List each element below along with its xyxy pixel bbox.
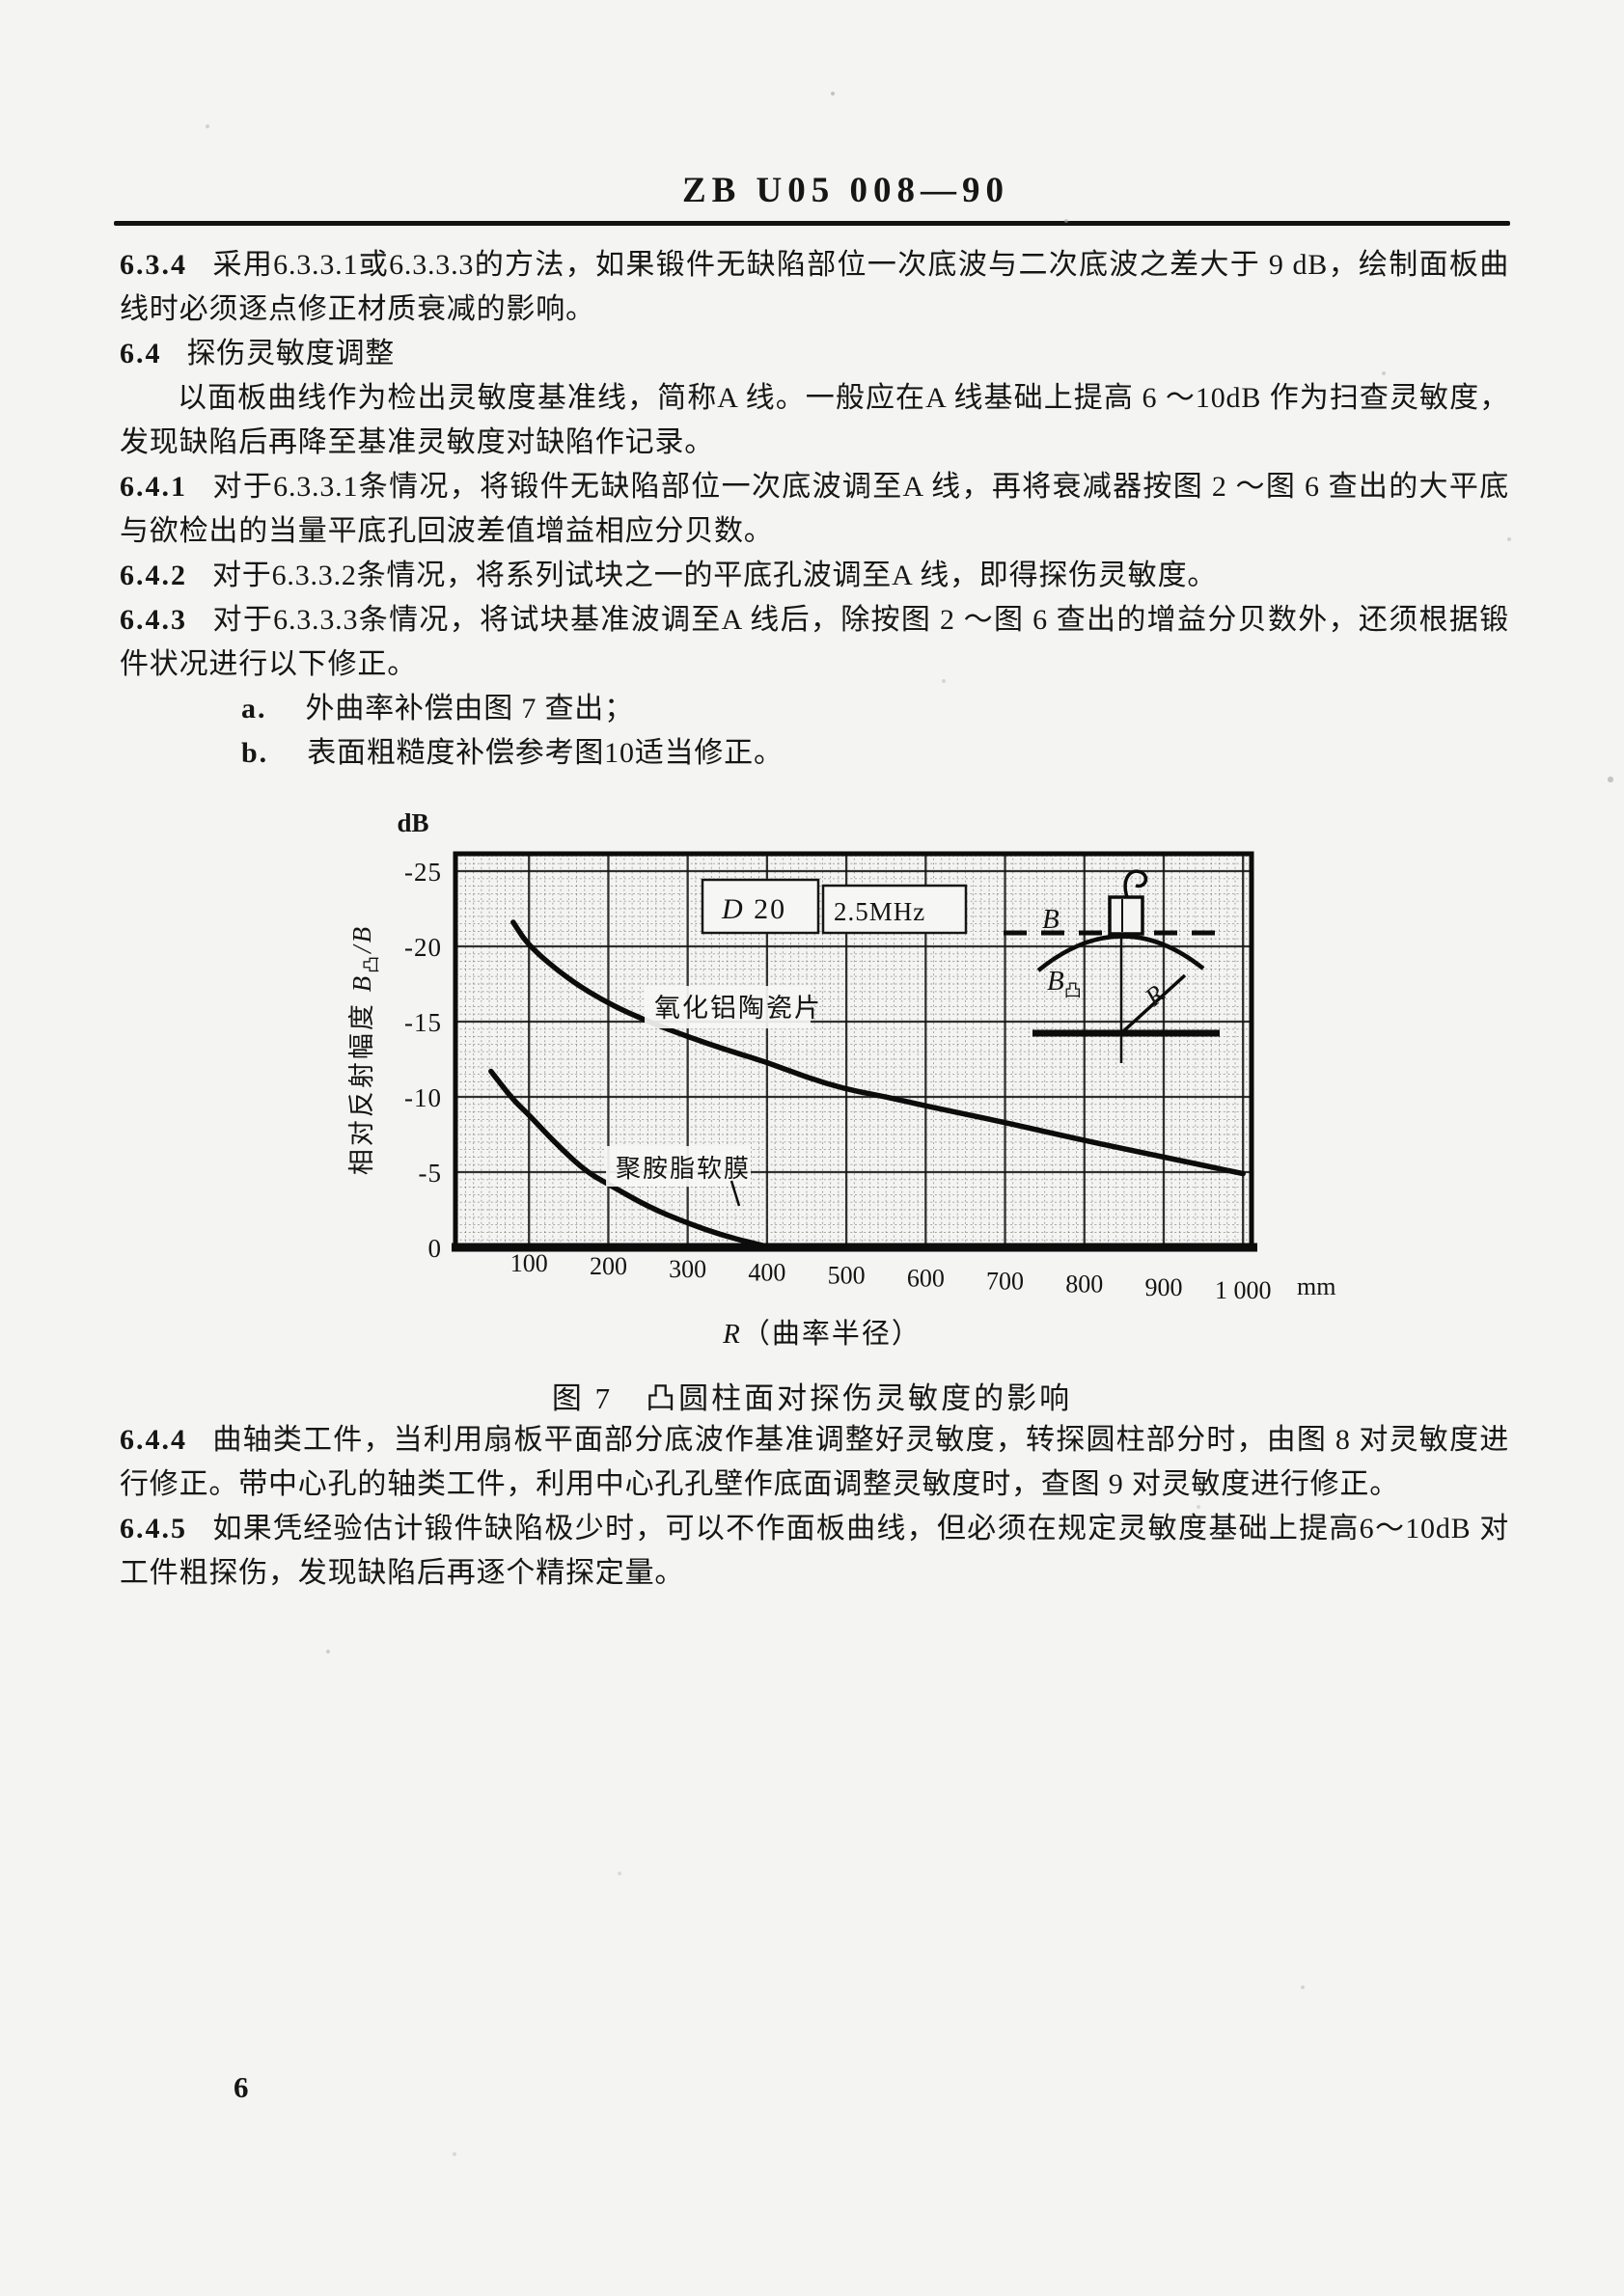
x-tick-label: 400 xyxy=(748,1258,785,1286)
x-tick-label: 1 000 xyxy=(1215,1276,1272,1304)
list-item-b: b. 表面粗糙度补偿参考图10适当修正。 xyxy=(241,731,1509,776)
series-label: 氧化铝陶瓷片 xyxy=(654,994,822,1023)
content-before-figure: 6.3.4 采用6.3.3.1或6.3.3.3的方法，如果锻件无缺陷部位一次底波与… xyxy=(120,243,1509,776)
clause-text: 对于6.3.3.1条情况，将锻件无缺陷部位一次底波调至A 线，再将衰减器按图 2… xyxy=(120,471,1509,547)
clause-title: 探伤灵敏度调整 xyxy=(186,338,396,369)
clause-text: 曲轴类工件，当利用扇板平面部分底波作基准调整好灵敏度，转探圆柱部分时，由图 8 … xyxy=(120,1424,1509,1500)
clause-number: 6.4.4 xyxy=(120,1424,187,1456)
figure-caption: 图 7 凸圆柱面对探伤灵敏度的影响 xyxy=(551,1381,1073,1415)
x-tick-label: 500 xyxy=(828,1261,866,1289)
clause-6-4-5: 6.4.5 如果凭经验估计锻件缺陷极少时，可以不作面板曲线，但必须在规定灵敏度基础… xyxy=(120,1507,1509,1596)
series-curve xyxy=(510,919,1246,1177)
x-tick-label: 300 xyxy=(669,1255,706,1283)
annotation-box xyxy=(821,884,968,935)
series-curve xyxy=(488,1068,770,1247)
y-tick-label: -5 xyxy=(419,1159,443,1188)
x-tick-label: 900 xyxy=(1144,1273,1182,1301)
scan-noise-specks xyxy=(0,0,2,2)
clause-6-4-4: 6.4.4 曲轴类工件，当利用扇板平面部分底波作基准调整好灵敏度，转探圆柱部分时，… xyxy=(120,1418,1509,1507)
x-tick-label: 100 xyxy=(510,1249,548,1277)
y-tick-label: -20 xyxy=(404,933,442,962)
clause-number: 6.4.5 xyxy=(120,1513,187,1544)
y-unit-label: dB xyxy=(397,810,428,837)
annotation-box xyxy=(701,878,820,935)
x-unit-label: mm xyxy=(1297,1272,1335,1300)
svg-text:R: R xyxy=(1139,979,1170,1013)
y-tick-label: 0 xyxy=(428,1234,443,1263)
clause-text: 以面板曲线作为检出灵敏度基准线，简称A 线。一般应在A 线基础上提高 6 ～10… xyxy=(120,382,1509,458)
page-number: 6 xyxy=(234,2070,249,2104)
content-after-figure: 6.4.4 曲轴类工件，当利用扇板平面部分底波作基准调整好灵敏度，转探圆柱部分时，… xyxy=(120,1418,1509,1596)
x-tick-label: 200 xyxy=(590,1252,627,1280)
x-tick-label: 600 xyxy=(907,1265,945,1293)
y-tick-label: -10 xyxy=(404,1083,442,1112)
clause-6-4-intro: 以面板曲线作为检出灵敏度基准线，简称A 线。一般应在A 线基础上提高 6 ～10… xyxy=(120,376,1509,465)
svg-text:D 20: D 20 xyxy=(721,893,786,925)
clause-number: 6.4.3 xyxy=(120,604,187,636)
clause-6-4-1: 6.4.1 对于6.3.3.1条情况，将锻件无缺陷部位一次底波调至A 线，再将衰减… xyxy=(120,465,1509,554)
clause-number: 6.4.1 xyxy=(120,471,187,503)
clause-text: 如果凭经验估计锻件缺陷极少时，可以不作面板曲线，但必须在规定灵敏度基础上提高6～… xyxy=(120,1513,1509,1589)
clause-6-4-3: 6.4.3 对于6.3.3.3条情况，将试块基准波调至A 线后，除按图 2 ～图 … xyxy=(120,598,1509,687)
svg-text:B: B xyxy=(1042,904,1060,935)
figure-7-chart: BB凸 RD 20 2.5MHz氧化铝陶瓷片聚胺脂软膜-25-20-15-10-50… xyxy=(347,808,1335,1350)
clause-text: 采用6.3.3.1或6.3.3.3的方法，如果锻件无缺陷部位一次底波与二次底波之… xyxy=(120,249,1509,325)
list-marker: a. xyxy=(241,693,267,724)
page-title: ZB U05 008—90 xyxy=(681,171,1010,210)
list-item-a: a. 外曲率补偿由图 7 查出； xyxy=(241,687,1509,731)
list-text: 表面粗糙度补偿参考图10适当修正。 xyxy=(307,737,784,769)
svg-text:2.5MHz: 2.5MHz xyxy=(834,897,925,926)
x-tick-label: 800 xyxy=(1065,1271,1103,1298)
clause-6-4-2: 6.4.2 对于6.3.3.2条情况，将系列试块之一的平底孔波调至A 线，即得探伤… xyxy=(120,554,1509,598)
clause-text: 对于6.3.3.2条情况，将系列试块之一的平底孔波调至A 线，即得探伤灵敏度。 xyxy=(212,560,1218,591)
list-marker: b. xyxy=(241,737,269,769)
figure-7: B B凸 R D 20 2.5MHz 氧化铝陶瓷片 聚胺脂软膜 -25 -20 -15 -10 -5 0… xyxy=(0,808,1624,1365)
clause-number: 6.3.4 xyxy=(120,249,187,281)
clause-text: 对于6.3.3.3条情况，将试块基准波调至A 线后，除按图 2 ～图 6 查出的… xyxy=(120,604,1509,680)
y-tick-label: -25 xyxy=(404,858,442,887)
x-tick-label: 700 xyxy=(986,1268,1024,1296)
clause-number: 6.4.2 xyxy=(120,560,187,591)
header-rule xyxy=(114,221,1510,226)
y-axis-title: 相对反射幅度 B凸/B xyxy=(347,924,381,1175)
clause-6-3-4: 6.3.4 采用6.3.3.1或6.3.3.3的方法，如果锻件无缺陷部位一次底波与… xyxy=(120,243,1509,332)
list-text: 外曲率补偿由图 7 查出； xyxy=(305,693,634,724)
y-tick-label: -15 xyxy=(404,1008,442,1037)
x-axis-title: R（曲率半径） xyxy=(722,1318,922,1350)
clause-number: 6.4 xyxy=(120,338,162,369)
series-label: 聚胺脂软膜 xyxy=(616,1155,751,1183)
clause-6-4-heading: 6.4 探伤灵敏度调整 xyxy=(120,332,1509,376)
